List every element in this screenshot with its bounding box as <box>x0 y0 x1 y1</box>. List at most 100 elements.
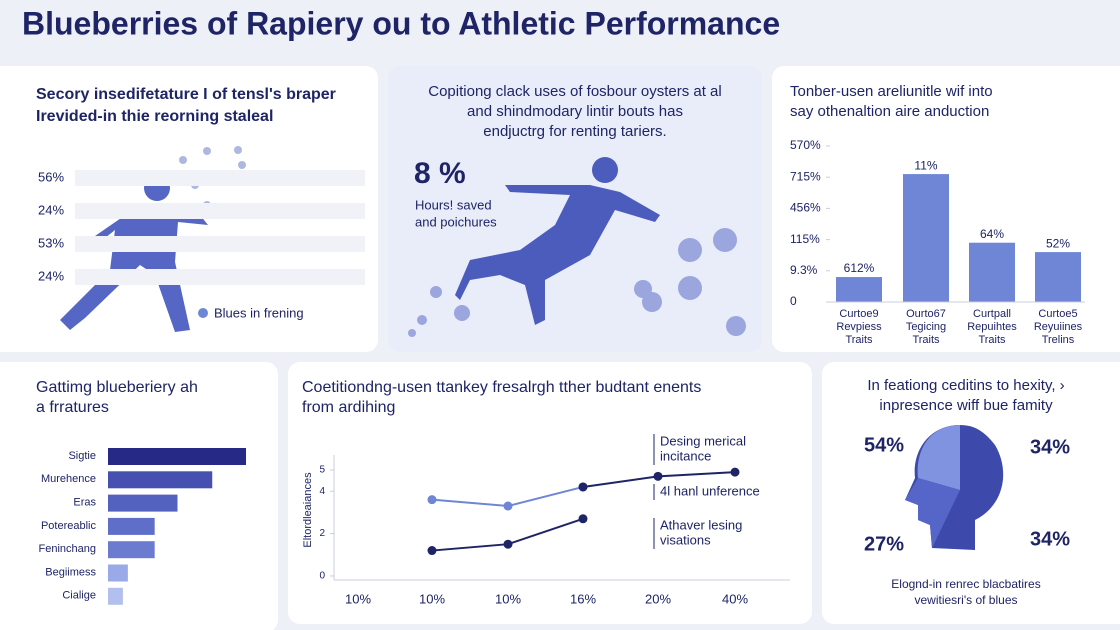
x-tick-label: Curtoe5 <box>1038 308 1077 320</box>
faded-bar <box>75 170 365 186</box>
x-tick-label: 10% <box>419 591 445 606</box>
y-tick-label: 9.3% <box>790 263 818 277</box>
heading: from ardihing <box>302 399 395 416</box>
faded-bar <box>75 236 365 252</box>
stat: 8 % <box>414 157 466 190</box>
x-tick-label: Repuihtes <box>967 321 1017 333</box>
x-tick-label: 40% <box>722 591 748 606</box>
y-tick-label: 0 <box>319 571 325 582</box>
heading: Gattimg blueberiery ah <box>36 379 198 396</box>
faded-bar <box>75 269 365 285</box>
pie-label: 54% <box>864 434 904 456</box>
heading: endjuctrg for renting tariers. <box>483 123 666 140</box>
point <box>503 539 513 549</box>
heading: Coetitiondng-usen ttankey fresalrgh tthe… <box>302 379 701 396</box>
x-tick-label: 16% <box>570 591 596 606</box>
bar <box>108 564 128 582</box>
bar <box>903 174 949 302</box>
x-tick-label: Tegicing <box>906 321 946 333</box>
label: 24% <box>38 268 64 283</box>
bar <box>108 517 155 535</box>
heading: Tonber-usen areliunitle wif into <box>790 83 993 100</box>
panel <box>288 362 812 624</box>
head-segment <box>917 425 960 490</box>
caption: Elognd-in renrec blacbatires <box>891 577 1040 591</box>
heading: a frratures <box>36 399 109 416</box>
y-tick-label: 2 <box>319 528 325 539</box>
category-label: Murehence <box>41 473 96 485</box>
bar <box>108 494 178 512</box>
point <box>578 514 588 524</box>
bar-annotation: 11% <box>914 158 937 172</box>
runner-icon <box>455 157 660 325</box>
heading: Copitiong clack uses of fosbour oysters … <box>428 83 721 100</box>
x-tick-label: Traits <box>845 334 873 346</box>
stat-label: Hours! saved <box>415 197 492 212</box>
bar <box>108 587 123 605</box>
x-tick-label: Traits <box>978 334 1006 346</box>
category-label: Begiimess <box>45 566 96 578</box>
x-tick-label: Curtpall <box>973 308 1011 320</box>
bar-annotation: 52% <box>1046 236 1070 250</box>
point <box>653 471 663 481</box>
category-label: Feninchang <box>39 543 97 555</box>
point <box>427 495 437 505</box>
category-label: Potereablic <box>41 520 97 532</box>
y-tick-label: 5 <box>319 465 325 476</box>
point <box>503 501 513 511</box>
point <box>730 467 740 477</box>
annotation: Desing merical <box>660 433 746 448</box>
bar-annotation: 612% <box>844 261 875 275</box>
bar <box>108 541 155 559</box>
x-tick-label: 10% <box>495 591 521 606</box>
heading: and shindmodary lintir bouts has <box>467 103 683 120</box>
x-tick-label: Curtoe9 <box>839 308 878 320</box>
pie-label: 27% <box>864 533 904 555</box>
y-tick-label: 570% <box>790 138 821 152</box>
y-tick-label: 456% <box>790 201 821 215</box>
x-tick-label: Traits <box>912 334 940 346</box>
label: 24% <box>38 202 64 217</box>
annotation: 4l hanl unference <box>660 483 760 498</box>
pie-label: 34% <box>1030 436 1070 458</box>
heading: Secory insedifetature I of tensl's brape… <box>36 86 336 103</box>
title: Blueberries of Rapiery ou to Athletic Pe… <box>22 5 780 41</box>
category-label: Eras <box>73 497 96 509</box>
heading: In feationg ceditins to hexity, › <box>867 377 1064 394</box>
heading: Irevided-in thie reorning staleal <box>36 108 273 125</box>
bar <box>969 242 1015 302</box>
faded-bar <box>75 203 365 219</box>
x-tick-label: Ourto67 <box>906 308 946 320</box>
annotation: incitance <box>660 448 711 463</box>
y-axis-label: Eltordleaiances <box>302 472 314 548</box>
stat-label: and poichures <box>415 214 497 229</box>
head-segment <box>905 478 960 548</box>
legend-dot <box>198 308 208 318</box>
x-tick-label: Revpiess <box>836 321 882 333</box>
bar <box>1035 252 1081 302</box>
annotation: visations <box>660 532 711 547</box>
heading: say othenaltion aire anduction <box>790 103 989 120</box>
bar-annotation: 64% <box>980 227 1004 241</box>
y-tick-label: 715% <box>790 169 821 183</box>
category-label: Cialige <box>62 590 96 602</box>
x-tick-label: Trelins <box>1042 334 1075 346</box>
x-tick-label: Reyuiines <box>1034 321 1083 333</box>
x-tick-label: 20% <box>645 591 671 606</box>
bar <box>108 448 247 465</box>
annotation: Athaver lesing <box>660 517 742 532</box>
y-tick-label: 4 <box>319 486 325 497</box>
pie-label: 34% <box>1030 528 1070 550</box>
heading: inpresence wiff bue famity <box>879 397 1053 414</box>
category-label: Sigtie <box>68 450 96 462</box>
legend: Blues in frening <box>214 305 304 320</box>
point <box>427 546 437 556</box>
y-tick-label: 115% <box>790 232 820 246</box>
caption: vewitiesri's of blues <box>915 593 1018 607</box>
label: 53% <box>38 235 64 250</box>
bar <box>108 471 213 489</box>
label: 56% <box>38 169 64 184</box>
berries <box>408 228 746 337</box>
bar <box>836 277 882 302</box>
